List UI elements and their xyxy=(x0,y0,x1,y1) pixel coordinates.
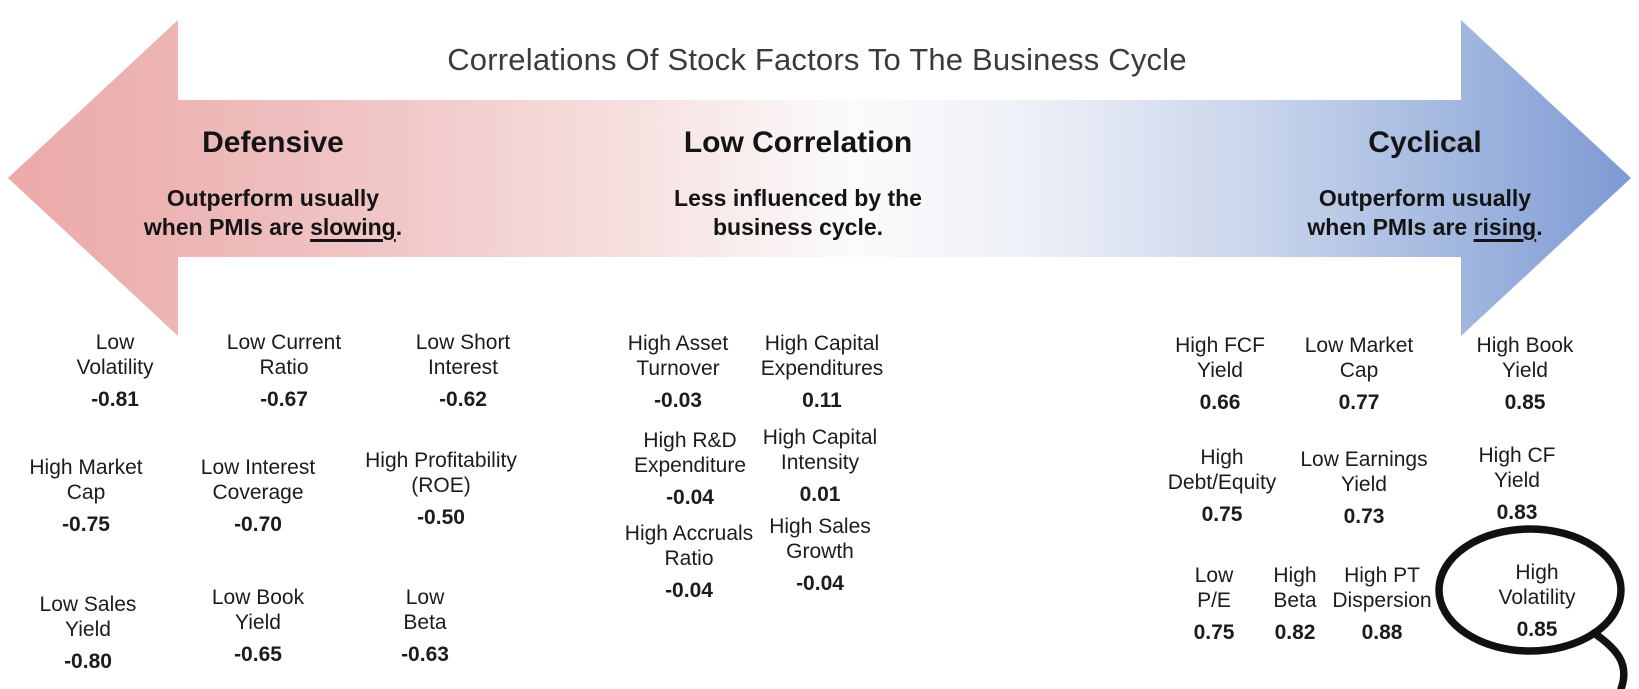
factor-low-current-ratio: Low Current Ratio -0.67 xyxy=(189,330,379,412)
business-cycle-arrow xyxy=(8,20,1631,336)
section-defensive: Defensive Outperform usually when PMIs a… xyxy=(144,126,402,242)
factor-high-capital-expenditures: High Capital Expenditures 0.11 xyxy=(727,331,917,413)
section-cyclical-subtext: Outperform usually when PMIs are rising. xyxy=(1307,184,1542,242)
factor-value: -0.50 xyxy=(417,506,465,529)
highlight-circle xyxy=(1435,525,1625,655)
factor-value: -0.81 xyxy=(91,388,139,411)
factor-high-rd-expenditure: High R&D Expenditure -0.04 xyxy=(595,428,785,510)
factor-value: 0.75 xyxy=(1201,503,1243,526)
underlined-word: slowing xyxy=(310,214,396,240)
factor-low-sales-yield: Low Sales Yield -0.80 xyxy=(0,592,183,674)
factor-high-asset-turnover: High Asset Turnover -0.03 xyxy=(583,331,773,413)
factor-high-profitability-roe: High Profitability (ROE) -0.50 xyxy=(346,448,536,530)
factor-low-interest-coverage: Low Interest Coverage -0.70 xyxy=(163,455,353,537)
factor-low-volatility: Low Volatility -0.81 xyxy=(20,330,210,412)
factor-low-beta: Low Beta -0.63 xyxy=(330,585,520,667)
section-defensive-heading: Defensive xyxy=(202,126,344,159)
section-cyclical: Cyclical Outperform usually when PMIs ar… xyxy=(1307,126,1542,242)
underlined-word: rising xyxy=(1473,214,1537,240)
section-defensive-subline2: when PMIs are slowing. xyxy=(143,214,403,240)
factor-value: -0.04 xyxy=(796,572,844,595)
factor-value: 0.66 xyxy=(1199,391,1241,414)
section-low-correlation-subline2: business cycle. xyxy=(712,214,884,240)
factor-low-market-cap: Low Market Cap 0.77 xyxy=(1264,333,1454,415)
factor-high-pt-dispersion: High PT Dispersion 0.88 xyxy=(1287,563,1477,645)
factor-value: 0.73 xyxy=(1343,505,1385,528)
factor-high-beta: High Beta 0.82 xyxy=(1200,563,1390,645)
factor-value: 0.83 xyxy=(1496,501,1538,524)
factor-low-earnings-yield: Low Earnings Yield 0.73 xyxy=(1269,447,1459,529)
factor-value: 0.75 xyxy=(1193,621,1235,644)
factor-high-volatility: High Volatility 0.85 xyxy=(1442,560,1632,642)
factor-value: 0.88 xyxy=(1361,621,1403,644)
factor-value: 0.85 xyxy=(1504,391,1546,414)
factor-high-capital-intensity: High Capital Intensity 0.01 xyxy=(725,425,915,507)
factor-low-book-yield: Low Book Yield -0.65 xyxy=(163,585,353,667)
section-cyclical-subline2: when PMIs are rising. xyxy=(1307,214,1543,240)
factor-low-short-interest: Low Short Interest -0.62 xyxy=(368,330,558,412)
section-low-correlation-subline1: Less influenced by the xyxy=(674,185,922,211)
factor-value: -0.75 xyxy=(62,513,110,536)
highlight-circle-tail xyxy=(1590,629,1628,689)
section-cyclical-subline1: Outperform usually xyxy=(1318,185,1532,211)
factor-value: -0.62 xyxy=(439,388,487,411)
factor-high-accruals-ratio: High Accruals Ratio -0.04 xyxy=(594,521,784,603)
factor-low-pe: Low P/E 0.75 xyxy=(1119,563,1309,645)
factor-value: -0.67 xyxy=(260,388,308,411)
factor-value: 0.01 xyxy=(799,483,841,506)
section-defensive-subtext: Outperform usually when PMIs are slowing… xyxy=(144,184,402,242)
factor-high-fcf-yield: High FCF Yield 0.66 xyxy=(1125,333,1315,415)
section-low-correlation: Low Correlation Less influenced by the b… xyxy=(674,126,922,242)
factor-value: -0.80 xyxy=(64,650,112,673)
factor-value: 0.77 xyxy=(1338,391,1380,414)
factor-value: -0.63 xyxy=(401,643,449,666)
section-low-correlation-heading: Low Correlation xyxy=(683,126,913,159)
factor-high-debt-equity: High Debt/Equity 0.75 xyxy=(1127,445,1317,527)
section-defensive-subline1: Outperform usually xyxy=(166,185,380,211)
factor-high-book-yield: High Book Yield 0.85 xyxy=(1430,333,1620,415)
factor-value: 0.85 xyxy=(1516,618,1558,641)
page-title: Correlations Of Stock Factors To The Bus… xyxy=(447,42,1187,77)
factor-value: -0.70 xyxy=(234,513,282,536)
factor-value: -0.65 xyxy=(234,643,282,666)
factor-value: 0.82 xyxy=(1274,621,1316,644)
factor-high-sales-growth: High Sales Growth -0.04 xyxy=(725,514,915,596)
factor-value: 0.11 xyxy=(802,389,842,412)
factor-high-market-cap: High Market Cap -0.75 xyxy=(0,455,181,537)
section-low-correlation-subtext: Less influenced by the business cycle. xyxy=(674,184,922,242)
section-cyclical-heading: Cyclical xyxy=(1368,126,1482,159)
factor-value: -0.04 xyxy=(666,486,714,509)
factor-high-cf-yield: High CF Yield 0.83 xyxy=(1422,443,1612,525)
factor-value: -0.03 xyxy=(654,389,702,412)
factor-value: -0.04 xyxy=(665,579,713,602)
